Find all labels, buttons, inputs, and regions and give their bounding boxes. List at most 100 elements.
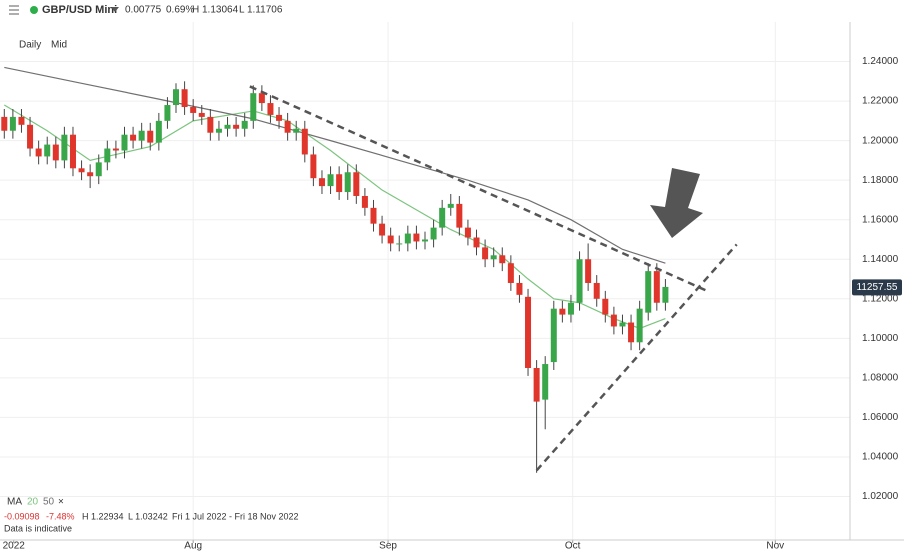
trend-line: [249, 85, 709, 293]
candle-body: [87, 172, 94, 177]
menu-icon[interactable]: [9, 5, 19, 15]
candle-body: [310, 154, 317, 179]
ma-close[interactable]: ×: [58, 497, 64, 508]
candle-body: [662, 286, 669, 303]
candle-body: [507, 263, 514, 283]
candle-body: [318, 178, 325, 187]
candle-body: [327, 174, 334, 187]
y-tick-label: 1.18000: [862, 175, 899, 186]
candle-body: [224, 124, 231, 129]
candle-body: [181, 89, 188, 108]
candle-body: [121, 134, 128, 151]
y-tick-label: 1.10000: [862, 333, 899, 344]
candle-body: [155, 120, 162, 143]
candle-body: [421, 239, 429, 242]
candle-body: [464, 227, 471, 238]
x-tick-label: 2022: [3, 541, 26, 552]
price-type[interactable]: Mid: [51, 40, 67, 51]
candle-body: [473, 237, 480, 248]
candle-body: [533, 367, 540, 402]
ma-line: [4, 66, 666, 264]
candle-body: [293, 128, 300, 133]
candle-body: [361, 195, 368, 208]
arrow: [650, 168, 703, 238]
candle-body: [404, 233, 411, 244]
candle-body: [95, 162, 102, 177]
y-tick-label: 1.20000: [862, 135, 899, 146]
candle-body: [233, 124, 240, 129]
candle-body: [267, 103, 274, 115]
candle-body: [413, 233, 420, 242]
candle-body: [576, 259, 583, 303]
candle-body: [482, 247, 489, 260]
candle-body: [190, 107, 197, 113]
ma-20-label: 20: [27, 497, 39, 508]
change: 0.00775: [125, 5, 162, 16]
candle-body: [250, 93, 257, 121]
y-tick-label: 1.08000: [862, 373, 899, 384]
candle-body: [104, 148, 111, 163]
candle-body: [550, 308, 557, 363]
y-tick-label: 1.24000: [862, 56, 899, 67]
candle-body: [490, 255, 497, 260]
footer-change-pct: -7.48%: [46, 511, 75, 521]
ma-50-label: 50: [43, 497, 55, 508]
candle-body: [336, 174, 343, 193]
price-tag: [852, 279, 902, 296]
candle-body: [619, 322, 626, 327]
candle-body: [396, 243, 403, 245]
candle-body: [215, 128, 222, 133]
low: L 1.11706: [239, 5, 283, 16]
candle-body: [610, 314, 617, 327]
ma-label: MA: [7, 497, 22, 508]
x-tick-label: Aug: [184, 541, 202, 552]
candle-body: [387, 235, 394, 244]
candle-body: [525, 296, 532, 368]
footer-high: H 1.22934: [82, 511, 124, 521]
status-dot: [30, 6, 38, 14]
candle-body: [27, 124, 34, 149]
candle-body: [439, 207, 446, 228]
candle-body: [147, 130, 154, 143]
plot: [0, 22, 850, 540]
candle-body: [1, 116, 8, 131]
footer-note: Data is indicative: [4, 523, 72, 533]
candle-body: [353, 172, 360, 196]
candle-body: [61, 134, 68, 161]
dropdown[interactable]: [111, 7, 119, 12]
candle-body: [499, 255, 506, 264]
y-tick-label: 1.22000: [862, 96, 899, 107]
candle-body: [344, 172, 351, 193]
footer-low: L 1.03242: [128, 511, 168, 521]
candle-body: [602, 298, 609, 315]
candle-body: [628, 322, 635, 343]
candle-body: [370, 207, 377, 224]
change-pct: 0.69%: [166, 5, 194, 16]
candle-body: [18, 116, 25, 125]
candle-body: [456, 203, 463, 228]
candle-body: [35, 148, 42, 157]
candle-body: [430, 227, 437, 240]
y-tick-label: 1.14000: [862, 254, 899, 265]
candle-body: [52, 144, 59, 161]
y-tick-label: 1.04000: [862, 452, 899, 463]
candle-body: [645, 271, 652, 313]
x-tick-label: Nov: [766, 541, 784, 552]
candle-body: [198, 112, 205, 117]
candle-body: [173, 89, 180, 106]
x-tick-label: Oct: [565, 541, 581, 552]
trend-line: [535, 243, 738, 472]
footer-change: -0.09098: [4, 511, 40, 521]
x-tick-label: Sep: [379, 541, 397, 552]
candle-body: [112, 148, 119, 151]
candle-body: [653, 271, 660, 303]
instrument[interactable]: GBP/USD Mini: [42, 4, 117, 16]
interval[interactable]: Daily: [19, 40, 41, 51]
candle-body: [559, 308, 566, 315]
ma-line: [3, 104, 666, 330]
candle-body: [69, 134, 76, 169]
high: H 1.13064: [192, 5, 239, 16]
candle-body: [567, 302, 574, 315]
candle-body: [130, 134, 137, 141]
y-tick-label: 1.02000: [862, 491, 899, 502]
